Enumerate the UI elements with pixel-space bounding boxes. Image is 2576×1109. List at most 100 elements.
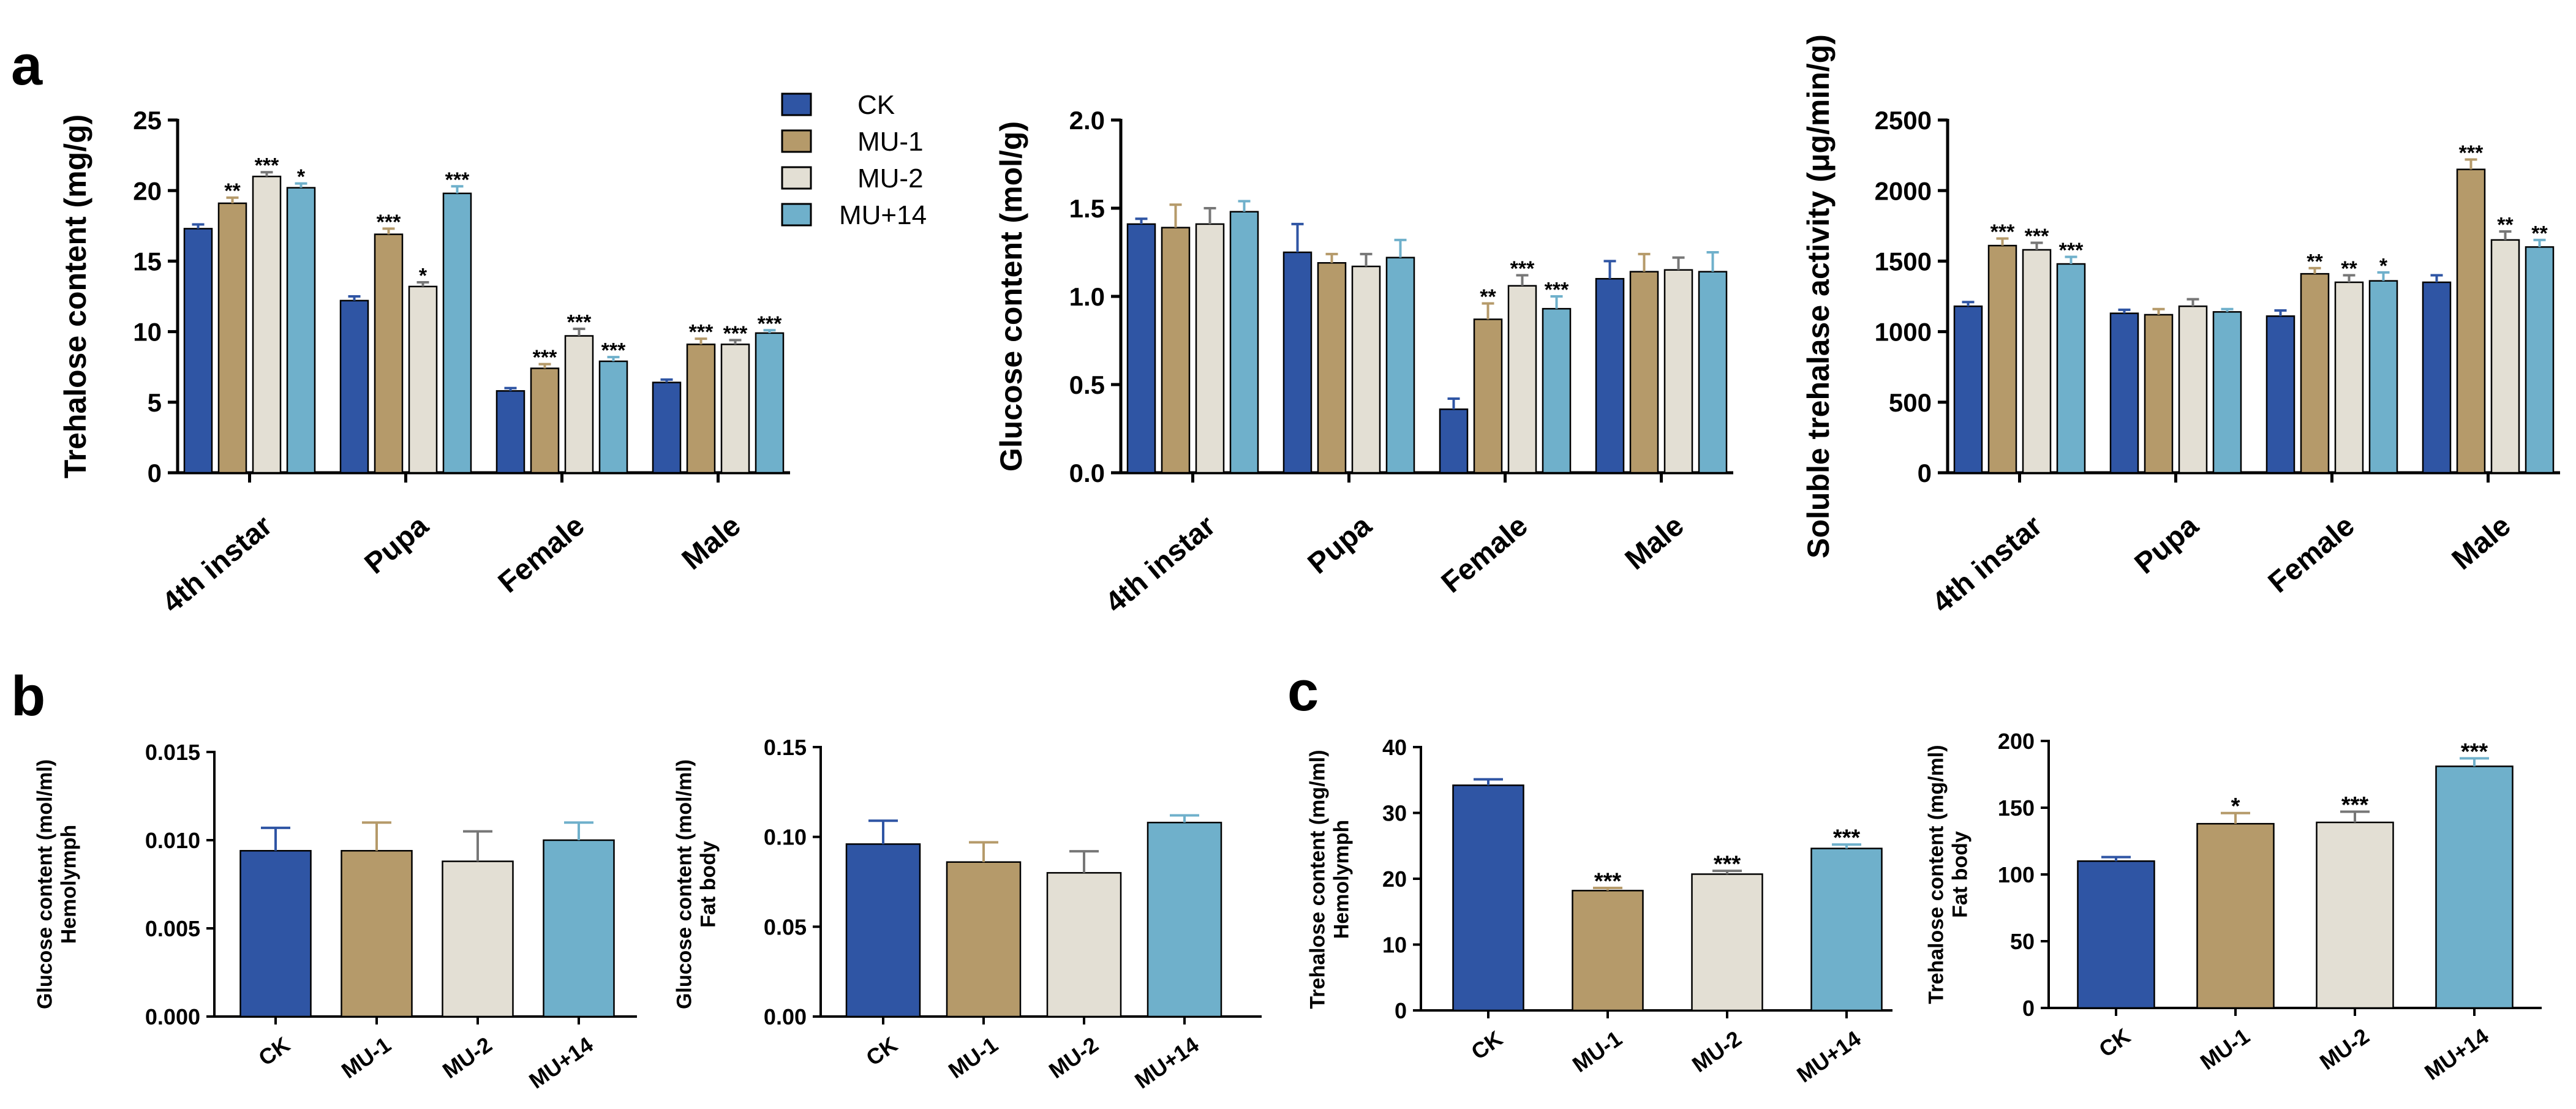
bar: [686, 344, 716, 474]
significance-label: ***: [1545, 279, 1569, 302]
bar: [1698, 271, 1728, 474]
y-tick-label: 50: [2010, 929, 2035, 954]
significance-label: ***: [758, 312, 782, 336]
y-tick-label: 500: [1889, 388, 1932, 417]
significance-label: ***: [2459, 141, 2484, 165]
x-tick-label: MU+14: [1130, 1032, 1203, 1094]
bar: [1385, 257, 1415, 474]
legend-swatch-mu14: [781, 203, 812, 227]
chart-trehalose-hemolymph: Trehalose content (mg/ml) Hemolymph 0 10 20 3…: [1306, 735, 1892, 1088]
bar: [564, 335, 594, 474]
significance-label: ***: [1594, 869, 1622, 895]
x-tick-label: Male: [2446, 509, 2517, 576]
significance-label: *: [419, 264, 427, 287]
bar: [2300, 273, 2330, 474]
bar: [252, 175, 282, 474]
bar: [1147, 821, 1222, 1018]
y-tick-label: 2.0: [1069, 106, 1105, 135]
bar: [1046, 872, 1122, 1018]
chart-soluble-trehalase-activity: Soluble trehalase activity (μg/min/g) 0 50…: [1801, 34, 2560, 619]
y-tick-label: 100: [1998, 862, 2035, 887]
bar: [239, 850, 312, 1018]
legend-swatch-mu2: [781, 166, 812, 190]
bar: [2056, 263, 2086, 474]
bar: [946, 861, 1022, 1018]
legend-swatch-ck: [781, 92, 812, 116]
significance-label: ***: [445, 168, 470, 192]
x-tick-label: MU-2: [1044, 1032, 1103, 1083]
legend-label-mu2: MU-2: [857, 164, 924, 194]
bar: [442, 860, 514, 1018]
x-tick-label: MU-2: [2315, 1023, 2374, 1075]
significance-label: ***: [689, 321, 714, 344]
y-tick-label: 0.010: [145, 828, 200, 853]
bar: [2316, 821, 2394, 1009]
bar: [183, 228, 213, 474]
significance-label: **: [1480, 285, 1496, 309]
bar: [2109, 312, 2139, 474]
y-tick-label: 0: [1395, 998, 1407, 1023]
y-tick-label: 30: [1382, 800, 1407, 825]
chart-trehalose-fat-body: Trehalose content (mg/ml) Fat body 0 50 100 1…: [1924, 729, 2542, 1085]
y-tick-label: 0.00: [764, 1004, 807, 1029]
bar: [1542, 307, 1572, 474]
significance-label: **: [2341, 257, 2357, 280]
y-axis-label: Hemolymph: [1330, 820, 1354, 939]
significance-label: ***: [2059, 239, 2084, 262]
y-tick-label: 25: [133, 106, 162, 135]
bar: [1663, 269, 1693, 474]
bar: [1195, 223, 1225, 474]
y-tick-label: 1.0: [1069, 282, 1105, 311]
bar: [1595, 277, 1625, 474]
y-tick-label: 0.10: [764, 825, 807, 850]
x-tick-label: MU-2: [1687, 1026, 1746, 1077]
x-tick-label: MU+14: [1792, 1026, 1865, 1088]
significance-label: ***: [1833, 825, 1861, 851]
y-tick-label: 2000: [1875, 176, 1932, 205]
y-tick-label: 0: [2022, 996, 2035, 1021]
significance-label: ***: [1714, 852, 1741, 878]
bar: [2435, 765, 2514, 1009]
significance-label: *: [297, 165, 306, 189]
y-tick-label: 0.005: [145, 916, 200, 941]
x-tick-label: Male: [1619, 509, 1690, 576]
legend-label-mu1: MU-1: [857, 127, 924, 157]
bar: [1987, 244, 2017, 474]
y-tick-label: 1.5: [1069, 194, 1105, 223]
significance-label: ***: [601, 339, 626, 363]
bar: [1629, 271, 1659, 474]
y-axis-label: Glucose content (mol/g): [994, 121, 1028, 472]
significance-label: ***: [2461, 739, 2488, 765]
x-tick-label: CK: [861, 1032, 902, 1070]
x-tick-label: Pupa: [2129, 509, 2205, 581]
x-tick-label: CK: [1466, 1026, 1507, 1064]
y-axis-label: Glucose content (mol/ml): [672, 759, 696, 1009]
y-tick-label: 20: [1382, 867, 1407, 892]
bar: [543, 839, 615, 1018]
bar: [1439, 408, 1469, 474]
significance-label: **: [2531, 222, 2548, 245]
bar: [408, 285, 438, 474]
x-tick-label: MU-2: [438, 1032, 497, 1083]
chart-glucose-content: Glucose content (mol/g) 0.0 0.5 1.0 1.5 2.0 4t…: [994, 106, 1733, 619]
y-tick-label: 0: [148, 459, 162, 487]
y-axis-label: Fat body: [1949, 831, 1972, 918]
bar: [720, 344, 750, 474]
significance-label: ***: [2341, 792, 2369, 818]
bar: [2144, 314, 2174, 474]
significance-label: **: [2497, 214, 2514, 237]
x-tick-label: Pupa: [359, 509, 435, 581]
y-tick-label: 10: [1382, 932, 1407, 957]
bar: [442, 192, 472, 474]
bar: [845, 843, 921, 1018]
bar: [495, 390, 525, 474]
legend-swatch-mu1: [781, 129, 812, 153]
bar: [286, 187, 316, 474]
bar: [2525, 246, 2555, 474]
significance-label: ***: [567, 310, 592, 334]
x-tick-label: MU-1: [2196, 1023, 2254, 1075]
y-tick-label: 2500: [1875, 106, 1932, 135]
y-tick-label: 40: [1382, 735, 1407, 760]
bar: [1691, 873, 1763, 1012]
